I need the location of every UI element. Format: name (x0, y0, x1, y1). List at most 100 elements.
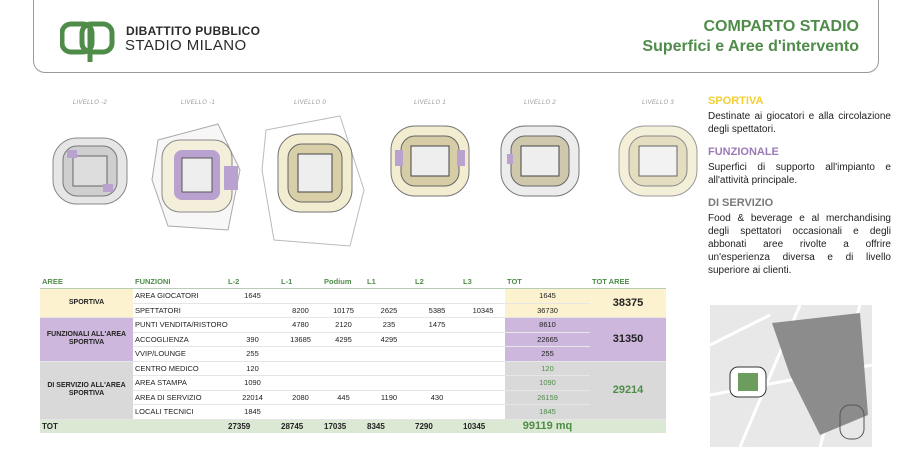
table-row: AREA DI SERVIZIO 22014 2080 445 1190 430… (40, 390, 666, 405)
col-header: AREE (40, 274, 133, 289)
tot-cell: 1845 (505, 404, 590, 420)
value-cell (365, 404, 413, 420)
col-header: L-1 (279, 274, 322, 289)
dibattito-logo-icon (60, 21, 115, 62)
func-cell: PUNTI VENDITA/RISTORO (133, 317, 228, 333)
value-cell (226, 303, 279, 318)
table-row: FUNZIONALI ALL'AREA SPORTIVA PUNTI VENDI… (40, 317, 666, 362)
total-cell: 27359 (226, 418, 279, 433)
total-label: TOT (40, 418, 133, 433)
value-cell (279, 404, 322, 420)
grand-total: 99119 mq (505, 418, 590, 433)
value-cell (413, 375, 461, 391)
value-cell (322, 288, 365, 304)
legend-servizio-text: Food & beverage e al merchandising degli… (708, 213, 891, 276)
value-cell: 430 (413, 390, 461, 405)
func-cell: AREA STAMPA (133, 375, 226, 391)
page-subtitle: Superfici e Aree d'intervento (642, 38, 859, 55)
col-header: L3 (461, 274, 505, 289)
value-cell (461, 404, 505, 420)
total-empty (133, 418, 226, 433)
tot-cell: 120 (505, 361, 590, 376)
group-servizio: DI SERVIZIO ALL'AREA SPORTIVA (40, 361, 133, 420)
value-cell: 255 (226, 346, 279, 362)
table-row: SPETTATORI 8200 10175 2625 5385 10345 36… (40, 303, 666, 318)
tot-cell: 255 (505, 346, 590, 362)
stadium-plan-icon (390, 125, 470, 197)
func-cell: ACCOGLIENZA (133, 332, 226, 347)
value-cell: 5385 (413, 303, 461, 318)
value-cell (461, 346, 505, 362)
value-cell: 120 (226, 361, 279, 376)
col-header: TOT AREE (590, 274, 666, 289)
func-cell: AREA GIOCATORI (133, 288, 226, 304)
tot-cell: 1645 (505, 288, 590, 304)
value-cell: 4780 (279, 317, 322, 333)
legend-servizio-title: DI SERVIZIO (708, 197, 774, 209)
value-cell: 2625 (365, 303, 413, 318)
tot-cell: 26159 (505, 390, 590, 405)
value-cell: 445 (322, 390, 365, 405)
func-cell: LOCALI TECNICI (133, 404, 226, 420)
value-cell (413, 346, 461, 362)
tot-cell: 8610 (505, 317, 590, 333)
value-cell: 10345 (461, 303, 505, 318)
table-total-row: TOT 27359 28745 17035 8345 7290 10345 99… (40, 418, 666, 433)
value-cell: 235 (365, 317, 413, 333)
total-cell: 28745 (279, 418, 322, 433)
level-plan-m1: LIVELLO -1 (148, 100, 248, 240)
level-plan-2: LIVELLO 2 (490, 100, 590, 210)
legend-funzionale-title: FUNZIONALE (708, 146, 779, 158)
stadium-plan-icon (261, 115, 365, 247)
value-cell (365, 288, 413, 304)
brand-line1: DIBATTITO PUBBLICO (126, 24, 261, 38)
value-cell (322, 346, 365, 362)
value-cell (279, 361, 322, 376)
value-cell (461, 317, 505, 333)
col-header: FUNZIONI (133, 274, 226, 289)
legend-panel: SPORTIVA Destinate ai giocatori e alla c… (708, 95, 891, 287)
level-label: LIVELLO 3 (641, 100, 675, 106)
table-row: ACCOGLIENZA 390 13685 4295 4295 22665 (40, 332, 666, 347)
value-cell: 4295 (365, 332, 413, 347)
value-cell: 8200 (279, 303, 322, 318)
value-cell: 4295 (322, 332, 365, 347)
total-cell: 7290 (413, 418, 461, 433)
stadium-plan-icon (618, 125, 698, 197)
func-cell: AREA DI SERVIZIO (133, 390, 226, 405)
value-cell: 1475 (413, 317, 461, 333)
func-cell: VVIP/LOUNGE (133, 346, 226, 362)
total-cell: 10345 (461, 418, 505, 433)
level-label: LIVELLO 0 (293, 100, 327, 106)
tot-cell: 22665 (505, 332, 590, 347)
level-label: LIVELLO -1 (180, 100, 216, 106)
total-cell: 8345 (365, 418, 413, 433)
col-header: TOT (505, 274, 590, 289)
level-plan-3: LIVELLO 3 (608, 100, 708, 210)
level-label: LIVELLO -2 (72, 100, 108, 106)
value-cell (413, 404, 461, 420)
value-cell: 13685 (279, 332, 322, 347)
value-cell: 10175 (322, 303, 365, 318)
group-sportiva: SPORTIVA (40, 288, 133, 318)
value-cell (226, 317, 279, 333)
stadium-plan-icon (151, 123, 241, 231)
value-cell (461, 375, 505, 391)
col-header: Podium (322, 274, 365, 289)
value-cell (461, 390, 505, 405)
value-cell (365, 346, 413, 362)
value-cell: 1645 (226, 288, 279, 304)
func-cell: CENTRO MEDICO (133, 361, 226, 376)
value-cell (413, 332, 461, 347)
value-cell: 1090 (226, 375, 279, 391)
site-map-image (710, 305, 872, 447)
page-title: COMPARTO STADIO (703, 18, 859, 35)
col-header: L1 (365, 274, 413, 289)
table-row: SPORTIVA AREA GIOCATORI 1645 1645 38375 (40, 288, 666, 318)
legend-funzionale-text: Superfici di supporto all'impianto e all… (708, 162, 891, 186)
total-cell: 17035 (322, 418, 365, 433)
legend-sportiva-text: Destinate ai giocatori e alla circolazio… (708, 111, 891, 135)
col-header: L-2 (226, 274, 279, 289)
group-funzionali: FUNZIONALI ALL'AREA SPORTIVA (40, 317, 133, 362)
tot-cell: 1090 (505, 375, 590, 391)
